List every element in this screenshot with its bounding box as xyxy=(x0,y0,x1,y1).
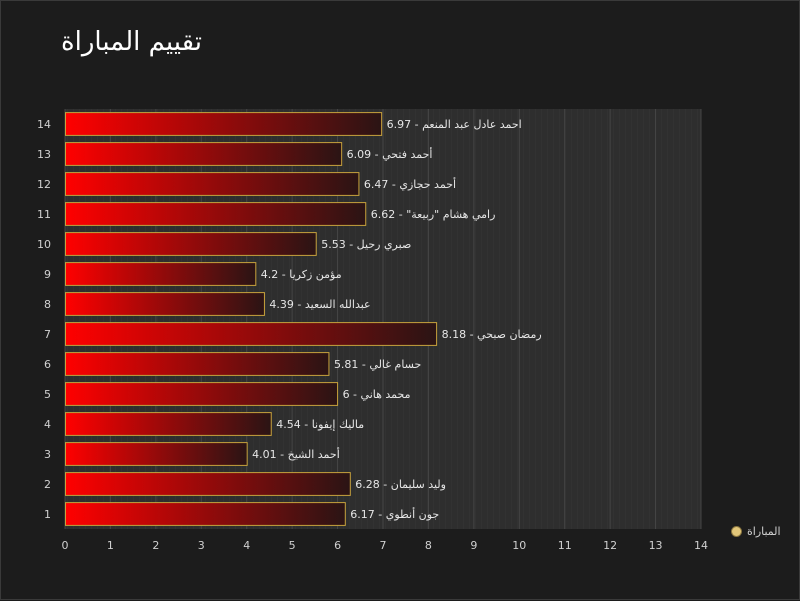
bar xyxy=(65,382,339,406)
bar-data-label: احمد عادل عبد المنعم - 6.97 xyxy=(387,118,522,131)
category-label: 1 xyxy=(44,508,51,521)
bar xyxy=(65,502,346,526)
bar xyxy=(65,412,272,436)
x-tick-label: 14 xyxy=(694,539,708,552)
x-tick-label: 0 xyxy=(62,539,69,552)
x-tick-label: 5 xyxy=(289,539,296,552)
bar xyxy=(65,142,343,166)
bar-data-label: مؤمن زكريا - 4.2 xyxy=(261,268,342,281)
x-tick-label: 13 xyxy=(649,539,663,552)
category-label: 8 xyxy=(44,298,51,311)
category-label: 12 xyxy=(37,178,51,191)
x-tick-label: 7 xyxy=(380,539,387,552)
bar-data-label: عبدالله السعيد - 4.39 xyxy=(269,298,370,311)
bar xyxy=(65,442,248,466)
x-tick-label: 2 xyxy=(152,539,159,552)
legend-marker-icon xyxy=(731,526,742,537)
x-tick-label: 1 xyxy=(107,539,114,552)
category-label: 5 xyxy=(44,388,51,401)
category-label: 9 xyxy=(44,268,51,281)
category-label: 6 xyxy=(44,358,51,371)
bar-data-label: وليد سليمان - 6.28 xyxy=(355,478,446,491)
x-tick-label: 9 xyxy=(470,539,477,552)
category-label: 2 xyxy=(44,478,51,491)
bar xyxy=(65,352,330,376)
bar-data-label: أحمد حجازي - 6.47 xyxy=(364,177,456,191)
chart-title: تقييم المباراة xyxy=(61,27,202,57)
bar xyxy=(65,112,383,136)
bar xyxy=(65,322,438,346)
category-label: 4 xyxy=(44,418,51,431)
x-tick-label: 3 xyxy=(198,539,205,552)
legend: المباراة xyxy=(731,525,781,538)
bar-data-label: رمضان صبحي - 8.18 xyxy=(442,328,542,341)
x-tick-labels: 0 1 2 3 4 5 6 7 8 9 10 11 12 13 14 xyxy=(62,539,709,552)
category-label: 10 xyxy=(37,238,51,251)
x-tick-label: 4 xyxy=(243,539,250,552)
category-label: 13 xyxy=(37,148,51,161)
bars xyxy=(65,112,438,526)
x-tick-label: 10 xyxy=(512,539,526,552)
category-label: 11 xyxy=(37,208,51,221)
bar-data-label: ماليك إيفونا - 4.54 xyxy=(276,418,364,431)
x-tick-label: 11 xyxy=(558,539,572,552)
x-tick-label: 8 xyxy=(425,539,432,552)
bar xyxy=(65,172,360,196)
bar-data-label: صبري رحيل - 5.53 xyxy=(321,238,411,251)
category-label: 3 xyxy=(44,448,51,461)
bar-labels: جون أنطوي - 6.17 وليد سليمان - 6.28 أحمد ا… xyxy=(252,118,541,521)
bar-data-label: أحمد الشيخ - 4.01 xyxy=(252,447,340,461)
bar-data-label: أحمد فتحي - 6.09 xyxy=(347,147,433,161)
bar xyxy=(65,262,257,286)
legend-label: المباراة xyxy=(747,525,781,538)
category-label: 7 xyxy=(44,328,51,341)
bar xyxy=(65,472,351,496)
bar xyxy=(65,232,317,256)
bar-data-label: محمد هاني - 6 xyxy=(343,388,411,401)
bar-data-label: رامي هشام "ربيعة" - 6.62 xyxy=(371,208,496,221)
bar xyxy=(65,202,367,226)
bar-data-label: جون أنطوي - 6.17 xyxy=(350,507,439,521)
bar xyxy=(65,292,265,316)
bar-data-label: حسام غالي - 5.81 xyxy=(334,358,421,371)
category-label: 14 xyxy=(37,118,51,131)
x-tick-label: 12 xyxy=(603,539,617,552)
x-tick-label: 6 xyxy=(334,539,341,552)
